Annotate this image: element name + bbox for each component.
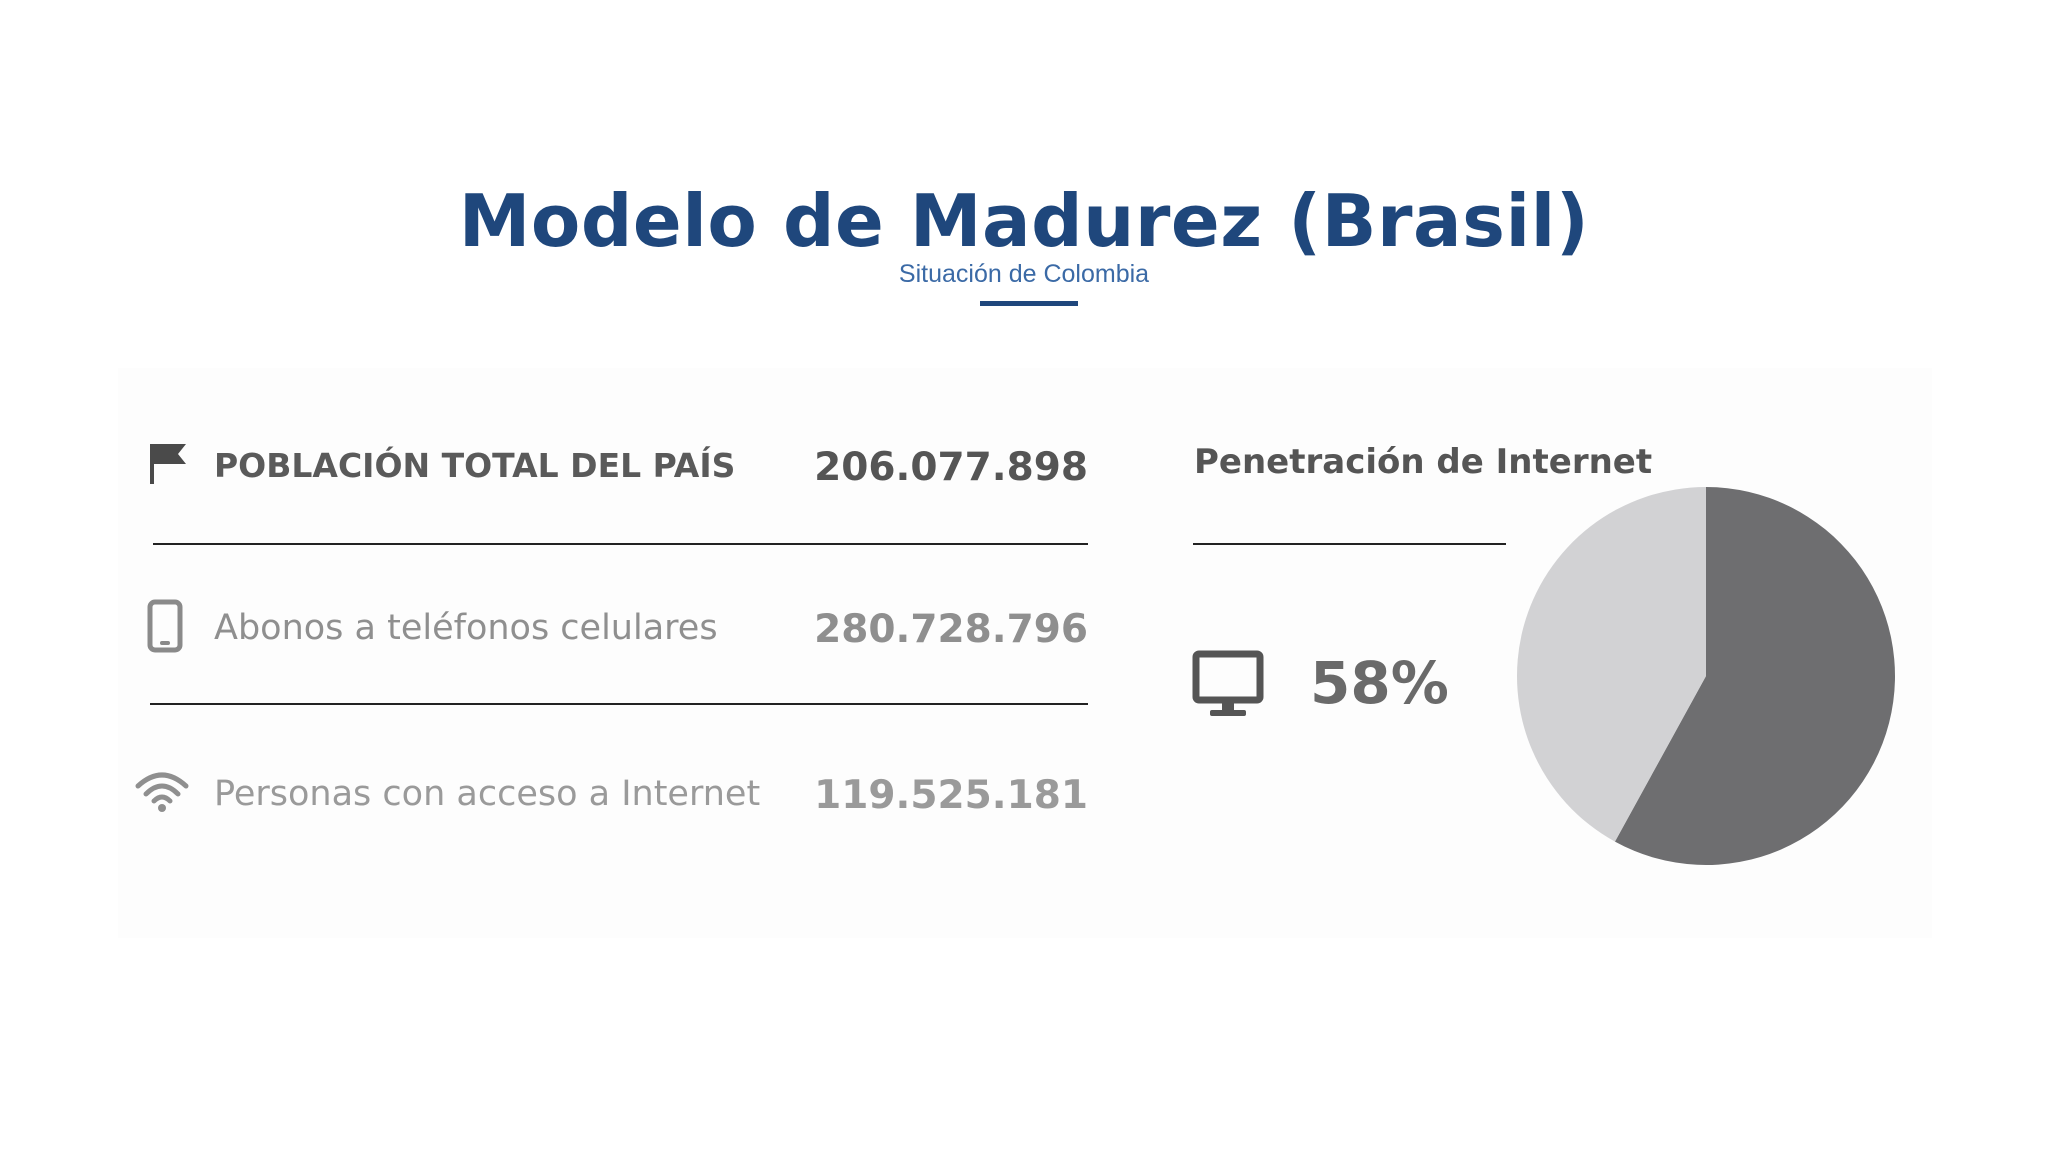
divider: [153, 543, 1088, 545]
stat-value: 119.525.181: [814, 773, 1088, 818]
monitor-icon: [1192, 650, 1264, 724]
stat-row-internet-access: Personas con acceso a Internet 119.525.1…: [135, 764, 1088, 824]
internet-penetration-title: Penetración de Internet: [1194, 442, 1653, 482]
stat-label: POBLACIÓN TOTAL DEL PAÍS: [214, 446, 736, 485]
stat-label: Personas con acceso a Internet: [214, 774, 761, 814]
stat-value: 280.728.796: [814, 607, 1088, 652]
pie-slice-0: [1614, 487, 1895, 865]
internet-pie-chart: [1517, 487, 1895, 865]
pie-slice-1: [1517, 487, 1706, 842]
wifi-icon: [134, 764, 190, 818]
flag-icon: [140, 436, 190, 490]
divider: [150, 703, 1088, 705]
page-title: Modelo de Madurez (Brasil): [458, 179, 1590, 263]
stat-row-mobile: Abonos a teléfonos celulares 280.728.796: [140, 598, 1088, 658]
internet-percent: 58%: [1310, 649, 1449, 717]
page-subtitle: Situación de Colombia: [898, 260, 1150, 288]
stat-value: 206.077.898: [814, 445, 1088, 490]
stat-row-population: POBLACIÓN TOTAL DEL PAÍS 206.077.898: [140, 436, 1088, 496]
title-underline: [980, 301, 1078, 306]
divider: [1193, 543, 1506, 545]
mobile-phone-icon: [140, 598, 190, 658]
stat-label: Abonos a teléfonos celulares: [214, 608, 718, 648]
